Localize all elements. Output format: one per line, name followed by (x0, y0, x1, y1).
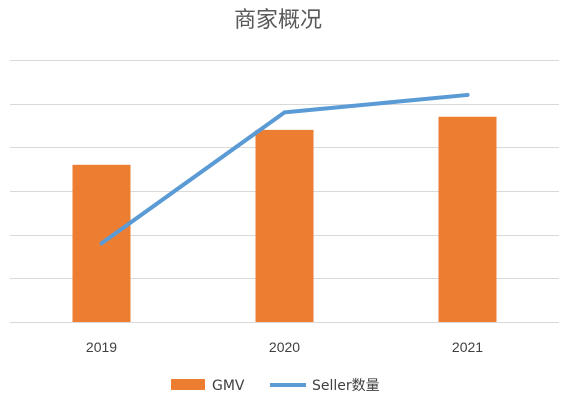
chart-title: 商家概况 (234, 8, 322, 33)
bar-gmv-2021 (438, 116, 497, 323)
legend-label-seller-count: Seller数量 (312, 378, 380, 394)
line-series-seller-count (99, 92, 470, 246)
x-axis-ticks: 2019 2020 2021 (86, 339, 483, 355)
legend-label-gmv: GMV (212, 378, 245, 394)
x-tick-label-2020: 2020 (269, 339, 300, 355)
bar-series-gmv (72, 116, 497, 323)
x-tick-label-2019: 2019 (86, 339, 117, 355)
legend-swatch-gmv (171, 379, 205, 390)
legend: GMV Seller数量 (171, 378, 380, 394)
bar-gmv-2020 (255, 129, 314, 322)
x-tick-label-2021: 2021 (452, 339, 483, 355)
